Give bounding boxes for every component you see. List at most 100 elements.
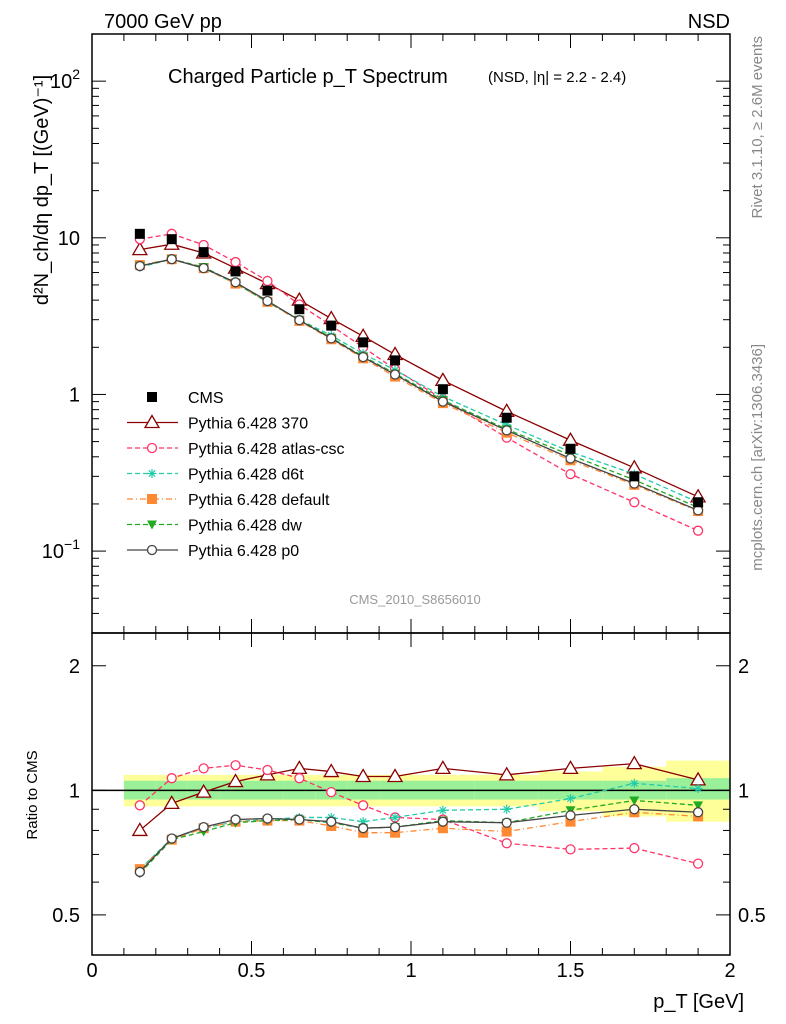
ratio-series-point <box>629 804 640 815</box>
ratio-series-line <box>139 808 699 873</box>
ratio-series-point <box>629 778 639 788</box>
ratio-series-line <box>139 764 699 865</box>
main-cms-series-point <box>693 497 704 508</box>
header-left: 7000 GeV pp <box>104 11 222 33</box>
main-cms-series-point <box>358 337 369 348</box>
ratio-series-point <box>326 786 337 798</box>
ratio-series-line <box>139 811 699 870</box>
main-cms-series-0 <box>134 228 704 508</box>
ratio-series-point <box>501 817 512 828</box>
main-series-point <box>230 277 241 288</box>
legend-entry: Pythia 6.428 p0 <box>127 543 299 560</box>
ratio-series-point <box>166 833 177 844</box>
legend-entry: CMS <box>147 390 224 407</box>
ratio-series-0 <box>131 755 707 837</box>
legend-marker <box>147 469 157 478</box>
main-cms-series-point <box>629 471 640 482</box>
analysis-label: CMS_2010_S8656010 <box>349 592 481 607</box>
legend-marker <box>146 442 158 454</box>
legend-entry: Pythia 6.428 dw <box>127 518 302 535</box>
main-cms-series-point <box>565 443 576 454</box>
main-cms-series-point <box>437 384 448 395</box>
legend-marker <box>146 544 158 556</box>
star-stroke <box>439 806 447 814</box>
main-series-line <box>139 258 699 503</box>
x-axis-label: p_T [GeV] <box>653 991 744 1013</box>
main-series-line <box>139 233 699 532</box>
y-tick-label-main: 10 <box>58 228 80 250</box>
ratio-series-point <box>566 794 575 804</box>
legend-label: Pythia 6.428 p0 <box>188 543 299 560</box>
main-cms-series-point <box>230 266 241 277</box>
rivet-label: Rivet 3.1.10, ≥ 2.6M events <box>749 36 766 219</box>
main-series-point <box>230 256 241 268</box>
main-series-point <box>134 260 146 272</box>
mcplots-label: mcplots.cern.ch [arXiv:1306.3436] <box>749 344 766 571</box>
star-stroke <box>148 469 156 478</box>
ratio-series-point <box>437 816 449 827</box>
ratio-series-point <box>294 814 305 825</box>
x-tick-label: 1 <box>405 960 416 982</box>
ratio-series-point <box>692 858 704 869</box>
main-series-5 <box>134 254 704 516</box>
ratio-series-point <box>501 826 512 837</box>
ratio-series-point <box>626 755 643 770</box>
main-series-point <box>262 295 273 307</box>
legend-marker <box>143 414 161 429</box>
ratio-series-point <box>693 784 703 794</box>
main-series-point <box>565 468 576 480</box>
ratio-series-5 <box>134 804 704 878</box>
ratio-series-3 <box>134 807 704 875</box>
star-stroke <box>630 779 638 787</box>
legend-label: Pythia 6.428 370 <box>188 416 308 433</box>
data-series <box>131 228 707 879</box>
ratio-series-point <box>693 801 704 811</box>
ratio-series-point <box>501 838 512 849</box>
main-series-line <box>139 258 699 509</box>
legend-entry: Pythia 6.428 370 <box>127 414 308 433</box>
legend-label: Pythia 6.428 d6t <box>188 467 304 484</box>
ratio-series-point <box>198 763 209 774</box>
y-tick-label-ratio: 1 <box>738 780 749 802</box>
main-series-point <box>501 425 512 436</box>
ratio-series-point <box>355 768 372 783</box>
x-tick-label: 0 <box>86 960 97 982</box>
y-tick-label-exponent: −1 <box>64 536 80 552</box>
main-series-point <box>326 333 337 344</box>
y-tick-label-ratio: 1 <box>69 780 80 802</box>
ratio-series-point <box>134 800 146 811</box>
main-series-point <box>262 275 273 287</box>
main-cms-series-point <box>390 355 401 366</box>
ratio-series-point <box>163 795 180 810</box>
legend-label: Pythia 6.428 atlas-csc <box>188 441 345 458</box>
header-right: NSD <box>688 11 730 33</box>
ratio-series-point <box>434 760 452 775</box>
y-tick-label-main: 1 <box>69 384 80 406</box>
y-tick-label-ratio: 2 <box>69 656 80 678</box>
ratio-series-point <box>390 827 401 838</box>
y-tick-label-base: 10 <box>42 541 64 563</box>
ratio-series-line <box>139 763 699 831</box>
y-tick-label-ratio: 0.5 <box>738 905 766 927</box>
main-series-point <box>629 497 640 508</box>
main-cms-series-point <box>166 234 177 245</box>
main-series-point <box>131 241 148 256</box>
ratio-series-point <box>291 760 308 775</box>
legend-entry: Pythia 6.428 atlas-csc <box>127 441 345 458</box>
legend-marker <box>147 520 157 530</box>
main-series-point <box>565 453 576 464</box>
main-series-point <box>434 372 452 387</box>
ratio-series-point <box>502 804 512 814</box>
x-tick-label: 1.5 <box>557 960 585 982</box>
main-series-point <box>357 352 369 363</box>
ratio-series-point <box>323 763 340 778</box>
ratio-series-point <box>565 844 576 855</box>
main-series-line <box>139 243 699 498</box>
ratio-series-point <box>131 822 148 837</box>
legend-label: Pythia 6.428 default <box>188 492 330 509</box>
ratio-series-point <box>565 810 576 821</box>
main-cms-series-point <box>294 304 305 315</box>
y-tick-label-main: 10−1 <box>42 536 80 563</box>
main-series-point <box>437 396 449 407</box>
